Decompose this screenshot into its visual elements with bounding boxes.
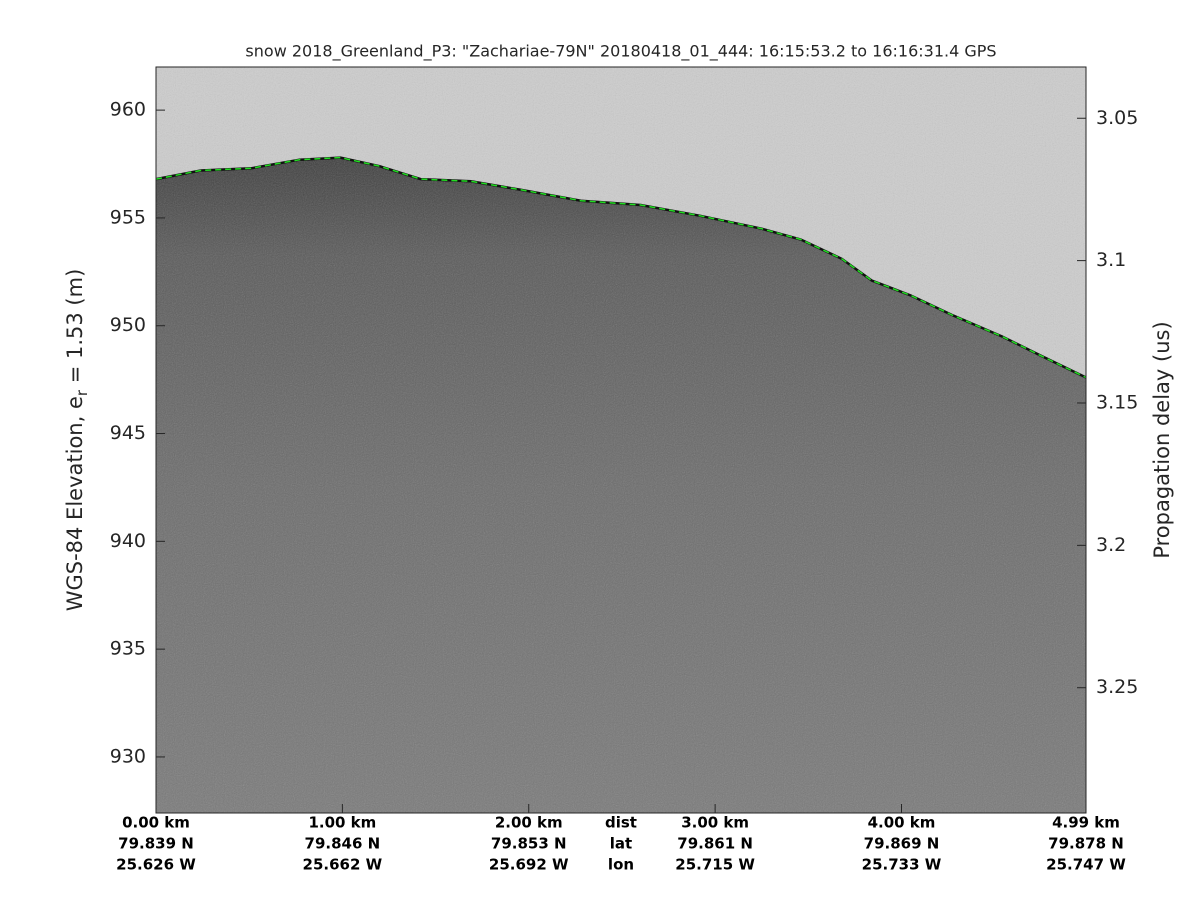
x-tick-label: 2.00 km bbox=[495, 814, 563, 832]
y-tick-label: 935 bbox=[110, 638, 146, 660]
lat-label: 79.861 N bbox=[677, 835, 753, 853]
x-tick-label: 1.00 km bbox=[308, 814, 376, 832]
row-label: lon bbox=[608, 856, 634, 874]
y2-tick-label: 3.15 bbox=[1096, 391, 1138, 413]
x-tick-label: 3.00 km bbox=[681, 814, 749, 832]
lon-label: 25.662 W bbox=[303, 856, 383, 874]
y-label-rest: = 1.53 (m) bbox=[63, 269, 87, 390]
row-label: dist bbox=[605, 814, 637, 832]
speckle bbox=[156, 67, 1086, 813]
y2-tick-label: 3.05 bbox=[1096, 107, 1138, 129]
x-tick-label: 4.00 km bbox=[868, 814, 936, 832]
lon-label: 25.747 W bbox=[1046, 856, 1126, 874]
chart-title: snow 2018_Greenland_P3: "Zachariae-79N" … bbox=[245, 42, 996, 62]
y-tick-label: 945 bbox=[110, 422, 146, 444]
x-tick-label: 4.99 km bbox=[1052, 814, 1120, 832]
lon-label: 25.715 W bbox=[675, 856, 755, 874]
lat-label: 79.878 N bbox=[1048, 835, 1124, 853]
y2-tick-label: 3.2 bbox=[1096, 534, 1126, 556]
y-tick-label: 960 bbox=[110, 99, 146, 121]
row-label: lat bbox=[610, 835, 632, 853]
y-label-main: WGS-84 Elevation, e bbox=[63, 396, 87, 611]
y2-tick-label: 3.1 bbox=[1096, 249, 1126, 271]
lon-label: 25.626 W bbox=[116, 856, 196, 874]
y-tick-label: 955 bbox=[110, 206, 146, 228]
y2-tick-label: 3.25 bbox=[1096, 676, 1138, 698]
lon-label: 25.733 W bbox=[862, 856, 942, 874]
y-tick-label: 940 bbox=[110, 530, 146, 552]
y2-axis-label: Propagation delay (us) bbox=[1150, 321, 1174, 558]
lat-label: 79.839 N bbox=[118, 835, 194, 853]
lat-label: 79.869 N bbox=[864, 835, 940, 853]
y-tick-label: 950 bbox=[110, 314, 146, 336]
lat-label: 79.846 N bbox=[305, 835, 381, 853]
plot-frame bbox=[155, 66, 1087, 814]
y-label-subscript: r bbox=[73, 389, 91, 396]
lat-label: 79.853 N bbox=[491, 835, 567, 853]
surface-line bbox=[155, 156, 1087, 379]
x-tick-label: 0.00 km bbox=[122, 814, 190, 832]
y-tick-label: 930 bbox=[110, 745, 146, 767]
y-axis-label: WGS-84 Elevation, er = 1.53 (m) bbox=[63, 269, 91, 612]
lon-label: 25.692 W bbox=[489, 856, 569, 874]
